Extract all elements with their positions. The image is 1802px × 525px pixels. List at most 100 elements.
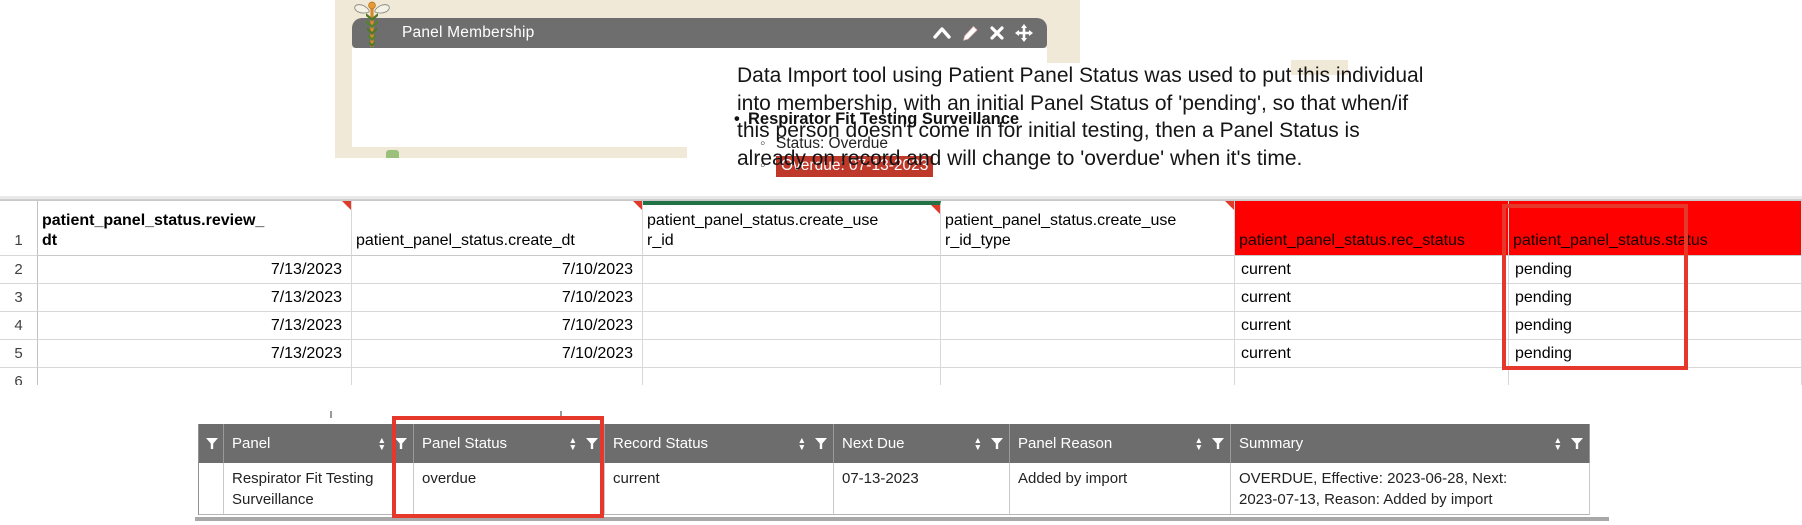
cell: current bbox=[1235, 340, 1509, 368]
cell-record-status: current bbox=[605, 463, 834, 515]
ehr-page-background-fragment bbox=[1291, 60, 1348, 75]
highlight-box-panel-status-column bbox=[392, 416, 604, 518]
cell: current bbox=[1235, 256, 1509, 284]
close-x-icon[interactable] bbox=[990, 26, 1004, 40]
cell-line: 2023-07-13, Reason: Added by import bbox=[1239, 491, 1493, 508]
filter-funnel-icon[interactable] bbox=[815, 437, 827, 450]
ehr-page-background bbox=[1047, 48, 1080, 63]
filter-funnel-icon[interactable] bbox=[395, 437, 407, 450]
overdue-highlight: Overdue: 07-13-2023 bbox=[776, 156, 934, 177]
header-line: dt bbox=[42, 232, 58, 249]
cell bbox=[643, 368, 941, 385]
cell: 7/13/2023 bbox=[38, 340, 352, 368]
cell bbox=[38, 368, 352, 385]
header-line: r_id_type bbox=[945, 232, 1011, 249]
column-header-partial[interactable] bbox=[199, 424, 224, 463]
column-label: Next Due bbox=[842, 435, 905, 452]
cell: current bbox=[1235, 312, 1509, 340]
panel-name: Respirator Fit Testing Surveillance bbox=[748, 110, 1020, 128]
cell bbox=[941, 256, 1235, 284]
cell-line: Respirator Fit Testing bbox=[232, 470, 374, 487]
header-cell-create-dt: patient_panel_status.create_dt bbox=[352, 201, 643, 256]
column-label: Panel bbox=[232, 435, 271, 452]
panel-membership-body: • Respirator Fit Testing Surveillance ◦ St… bbox=[352, 48, 1047, 177]
cell: 7/10/2023 bbox=[352, 284, 643, 312]
artifact-tick bbox=[330, 411, 332, 418]
sub-bullet-icon: ◦ bbox=[760, 135, 766, 152]
spreadsheet-column-strip bbox=[0, 196, 1802, 200]
header-line: patient_panel_status.rec_status bbox=[1239, 232, 1465, 249]
sort-icon[interactable]: ▲ ▼ bbox=[797, 434, 806, 452]
cell: pending bbox=[1509, 312, 1802, 340]
header-line: patient_panel_status.review_ bbox=[42, 212, 265, 229]
panel-overdue-item: ◦ Overdue: 07-13-2023 bbox=[760, 156, 934, 177]
header-line: patient_panel_status.create_use bbox=[647, 212, 879, 229]
sort-icon[interactable]: ▲ ▼ bbox=[377, 434, 386, 452]
row-number: 3 bbox=[0, 284, 38, 312]
comment-marker-icon bbox=[342, 201, 351, 210]
cell: pending bbox=[1509, 256, 1802, 284]
note-line: into membership, with an initial Panel S… bbox=[737, 91, 1409, 115]
sort-icon[interactable]: ▲ ▼ bbox=[973, 434, 982, 452]
cell bbox=[643, 312, 941, 340]
cell: 7/10/2023 bbox=[352, 312, 643, 340]
cell: 7/10/2023 bbox=[352, 340, 643, 368]
column-header-record-status[interactable]: Record Status ▲ ▼ bbox=[605, 424, 834, 463]
filter-funnel-icon[interactable] bbox=[586, 437, 598, 450]
header-cell-create-user-id: patient_panel_status.create_use r_id bbox=[643, 201, 941, 256]
cell: 7/13/2023 bbox=[38, 312, 352, 340]
spreadsheet: 1 patient_panel_status.review_ dt patien… bbox=[0, 200, 1802, 385]
cell bbox=[941, 340, 1235, 368]
column-label: Panel Reason bbox=[1018, 435, 1113, 452]
panel-list-item: • Respirator Fit Testing Surveillance bbox=[734, 110, 1019, 129]
cell bbox=[352, 368, 643, 385]
ehr-page-background bbox=[335, 48, 352, 158]
header-cell-create-user-id-type: patient_panel_status.create_use r_id_typ… bbox=[941, 201, 1235, 256]
header-line: patient_panel_status.status bbox=[1513, 232, 1708, 249]
column-label: Record Status bbox=[613, 435, 709, 452]
cell: pending bbox=[1509, 340, 1802, 368]
cell-summary: OVERDUE, Effective: 2023-06-28, Next: 20… bbox=[1231, 463, 1590, 515]
sub-bullet-icon: ◦ bbox=[760, 157, 766, 174]
widget-title: Panel Membership bbox=[402, 24, 535, 41]
cell-panel-reason: Added by import bbox=[1010, 463, 1231, 515]
sort-icon[interactable]: ▲ ▼ bbox=[1194, 434, 1203, 452]
cell-line: OVERDUE, Effective: 2023-06-28, Next: bbox=[1239, 470, 1508, 487]
row-number: 2 bbox=[0, 256, 38, 284]
column-header-summary[interactable]: Summary ▲ ▼ bbox=[1231, 424, 1590, 463]
filter-funnel-icon[interactable] bbox=[1571, 437, 1583, 450]
cell: pending bbox=[1509, 284, 1802, 312]
cell bbox=[1509, 368, 1802, 385]
comment-marker-icon bbox=[931, 205, 940, 214]
column-header-panel[interactable]: Panel ▲ ▼ bbox=[224, 424, 414, 463]
filter-funnel-icon[interactable] bbox=[991, 437, 1003, 450]
bullet-icon: • bbox=[734, 110, 740, 128]
collapse-chevron-icon[interactable] bbox=[933, 26, 951, 40]
header-line: r_id bbox=[647, 232, 674, 249]
move-cross-icon[interactable] bbox=[1015, 24, 1033, 42]
column-header-panel-reason[interactable]: Panel Reason ▲ ▼ bbox=[1010, 424, 1231, 463]
cell: 7/13/2023 bbox=[38, 284, 352, 312]
widget-toolbar bbox=[933, 18, 1033, 48]
cell: 7/10/2023 bbox=[352, 256, 643, 284]
row-number: 5 bbox=[0, 340, 38, 368]
panel-status-item: ◦ Status: Overdue bbox=[760, 135, 888, 153]
row-number: 6 bbox=[0, 368, 38, 385]
cell-empty bbox=[199, 463, 224, 515]
sort-icon[interactable]: ▲ ▼ bbox=[568, 434, 577, 452]
cell bbox=[941, 284, 1235, 312]
header-cell-rec-status: patient_panel_status.rec_status bbox=[1235, 201, 1509, 256]
annotation-note: Data Import tool using Patient Panel Sta… bbox=[737, 62, 1423, 172]
column-header-next-due[interactable]: Next Due ▲ ▼ bbox=[834, 424, 1010, 463]
row-number: 1 bbox=[0, 201, 38, 256]
sort-icon[interactable]: ▲ ▼ bbox=[1553, 434, 1562, 452]
cell bbox=[643, 284, 941, 312]
ehr-page-background bbox=[352, 147, 687, 158]
note-line: this person doesn't come in for initial … bbox=[737, 119, 1360, 142]
filter-funnel-icon[interactable] bbox=[1212, 437, 1224, 450]
header-cell-review-dt: patient_panel_status.review_ dt bbox=[38, 201, 352, 256]
edit-pencil-icon[interactable] bbox=[962, 25, 979, 41]
note-line: Data Import tool using Patient Panel Sta… bbox=[737, 64, 1424, 87]
column-header-panel-status[interactable]: Panel Status ▲ ▼ bbox=[414, 424, 605, 463]
